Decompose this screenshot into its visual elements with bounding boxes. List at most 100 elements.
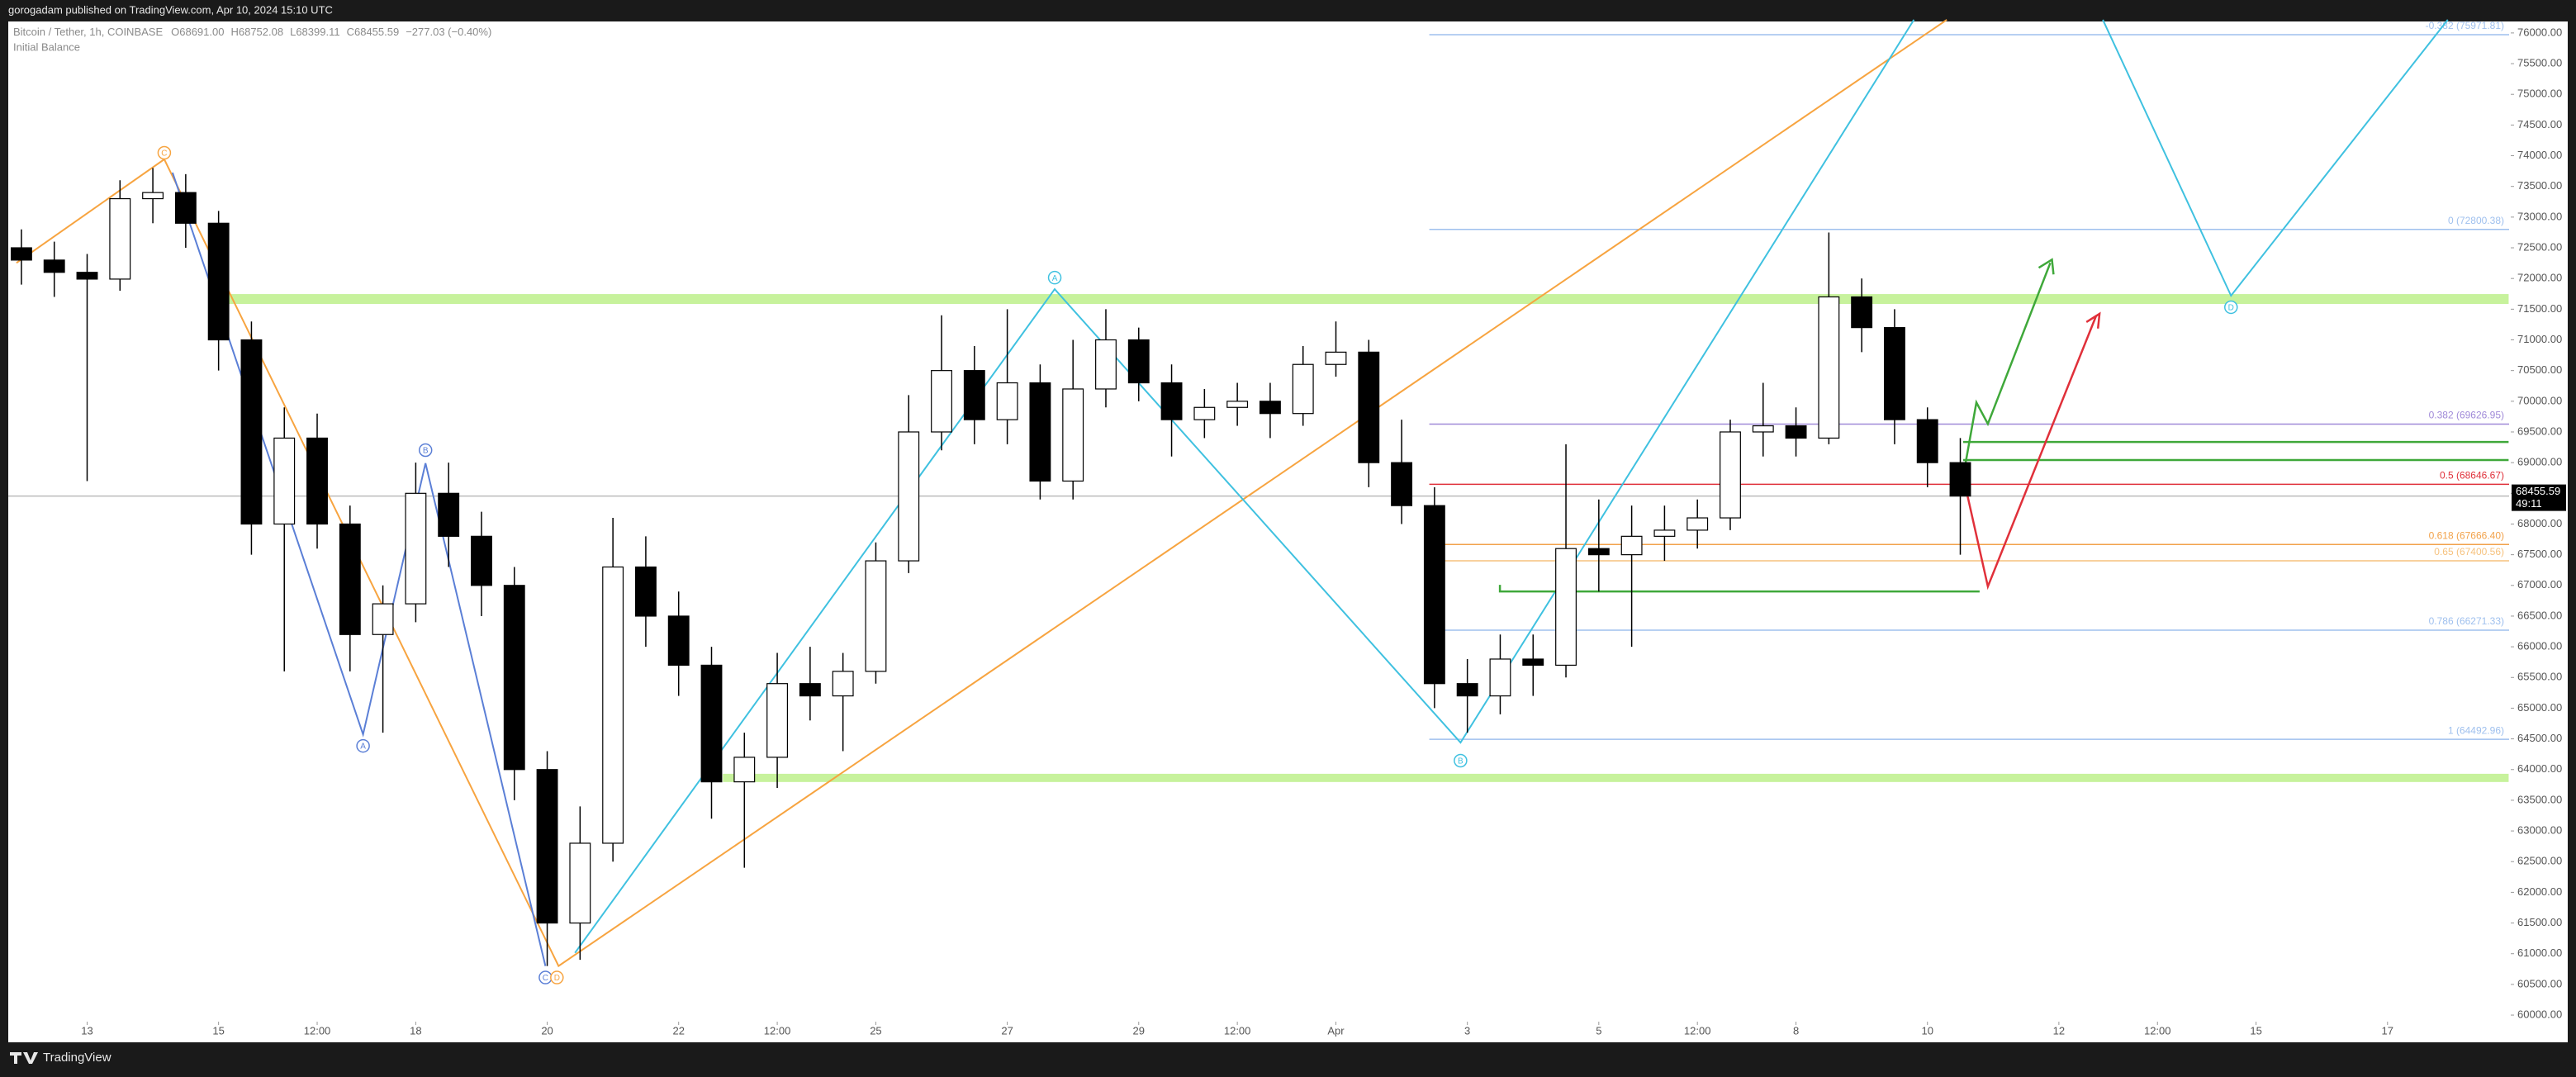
wave-marker <box>550 970 564 984</box>
wave-label: C <box>543 974 548 983</box>
y-tick-label: 63000.00 <box>2517 824 2562 837</box>
x-tick-label: 12:00 <box>764 1024 791 1037</box>
ohlc-change: −277.03 (−0.40%) <box>406 26 491 38</box>
candle-body <box>667 615 690 667</box>
wave-marker <box>418 443 433 458</box>
candle-body <box>536 769 558 924</box>
arrow-head <box>2085 311 2101 329</box>
x-tick-label: 12:00 <box>1224 1024 1251 1037</box>
price-tag <box>2512 484 2566 511</box>
ohlc-close: C68455.59 <box>347 26 400 38</box>
candle-body <box>10 247 32 261</box>
fib-label: 0.65 (67400.56) <box>2434 546 2504 557</box>
x-tick-label: 17 <box>2382 1024 2393 1037</box>
candle-body <box>438 492 460 537</box>
y-tick-label: 66000.00 <box>2517 640 2562 652</box>
wave-label: D <box>554 974 560 983</box>
x-tick-label: 8 <box>1793 1024 1799 1037</box>
candle-body <box>766 683 789 758</box>
wave-marker <box>356 738 370 753</box>
ohlc-low: L68399.11 <box>290 26 340 38</box>
y-tick-label: 62000.00 <box>2517 885 2562 898</box>
wave-marker <box>1047 270 1062 285</box>
candle-body <box>1720 431 1741 519</box>
y-tick-label: 70500.00 <box>2517 363 2562 376</box>
wave-marker <box>2224 300 2238 315</box>
candle-body <box>700 664 723 783</box>
x-tick-label: 27 <box>1001 1024 1013 1037</box>
x-tick-label: 10 <box>1921 1024 1933 1037</box>
candle-body <box>142 192 164 200</box>
y-tick-label: 71500.00 <box>2517 302 2562 315</box>
y-tick-label: 60500.00 <box>2517 977 2562 989</box>
wave-line <box>2102 19 2449 297</box>
candle-body <box>602 566 624 844</box>
x-tick-label: 13 <box>81 1024 93 1037</box>
y-tick-label: 67500.00 <box>2517 548 2562 560</box>
candle-body <box>1587 548 1610 556</box>
candle-body <box>76 272 98 280</box>
indicator-name: Initial Balance <box>13 40 80 53</box>
y-tick-label: 67000.00 <box>2517 578 2562 591</box>
zone <box>723 773 2509 782</box>
candle-body <box>1259 401 1281 415</box>
header: gorogadam published on TradingView.com, … <box>8 3 333 16</box>
x-tick-label: 29 <box>1133 1024 1145 1037</box>
price-tag-countdown: 49:11 <box>2516 497 2542 510</box>
x-tick-label: 5 <box>1596 1024 1601 1037</box>
candle-body <box>1292 363 1314 415</box>
candle-body <box>43 259 65 273</box>
candle-body <box>1391 462 1413 506</box>
trend-line <box>16 19 1947 968</box>
y-tick-label: 75500.00 <box>2517 56 2562 69</box>
y-tick-label: 75000.00 <box>2517 88 2562 100</box>
wave-label: D <box>2228 304 2234 313</box>
candle-body <box>240 339 263 525</box>
candle-body <box>471 535 492 586</box>
candle-body <box>109 197 131 280</box>
fib-label: 0.382 (69626.95) <box>2429 410 2504 421</box>
candle-body <box>405 492 427 605</box>
fib-label: 0 (72800.38) <box>2448 215 2504 226</box>
candle-body <box>1883 327 1905 420</box>
fib-label: -0.382 (75971.81) <box>2426 20 2504 31</box>
y-tick-label: 68000.00 <box>2517 517 2562 529</box>
candle-body <box>1818 296 1840 439</box>
fib-label: 1 (64492.96) <box>2448 724 2504 736</box>
fib-label: 0.786 (66271.33) <box>2429 615 2504 627</box>
zone <box>213 294 2509 304</box>
y-tick-label: 65000.00 <box>2517 701 2562 714</box>
candle-body <box>865 560 887 672</box>
y-tick-label: 74500.00 <box>2517 118 2562 130</box>
candle-body <box>832 671 854 697</box>
candle-body <box>1226 401 1249 408</box>
candle-body <box>931 370 952 433</box>
y-tick-label: 69500.00 <box>2517 425 2562 437</box>
y-tick-label: 63500.00 <box>2517 793 2562 805</box>
x-tick-label: 15 <box>2250 1024 2261 1037</box>
x-tick-label: 20 <box>541 1024 553 1037</box>
y-tick-label: 71000.00 <box>2517 333 2562 345</box>
symbol-line: Bitcoin / Tether, 1h, COINBASE O68691.00 H… <box>13 26 491 38</box>
y-tick-label: 72500.00 <box>2517 240 2562 253</box>
candle-body <box>1949 462 1971 497</box>
candle-body <box>569 842 591 924</box>
candle-body <box>1916 419 1938 463</box>
candle-body <box>503 585 525 771</box>
candle-body <box>1358 351 1380 463</box>
y-tick-label: 76000.00 <box>2517 26 2562 38</box>
candle-body <box>1555 548 1577 667</box>
wave-marker <box>157 145 172 160</box>
wave-line <box>171 172 547 966</box>
candle-body <box>963 370 985 420</box>
candle-body <box>1029 382 1051 482</box>
candle-body <box>339 523 361 635</box>
candle-body <box>1686 517 1709 531</box>
wave-label: C <box>161 149 167 159</box>
candle-body <box>174 192 197 224</box>
candle-body <box>1489 658 1511 697</box>
candle-body <box>898 431 920 562</box>
y-tick-label: 66500.00 <box>2517 609 2562 621</box>
ohlc-open: O68691.00 <box>171 26 224 38</box>
wave-marker <box>1454 753 1468 768</box>
